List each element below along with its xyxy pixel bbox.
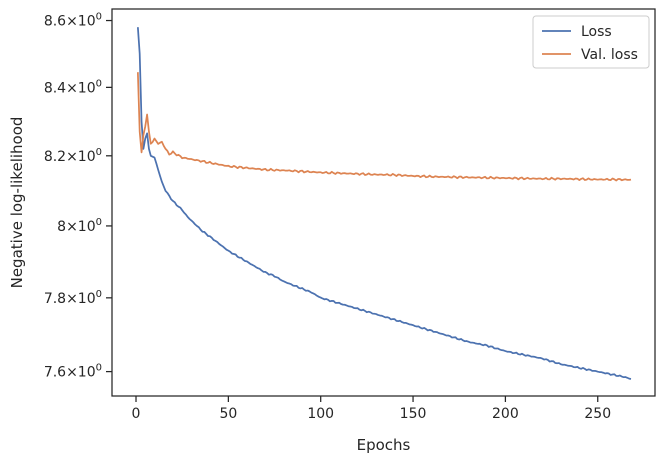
- x-tick-label: 0: [132, 406, 141, 422]
- legend-box: [532, 15, 650, 69]
- plot-area: [111, 8, 656, 397]
- series-layer: [136, 27, 632, 380]
- plot-background: [112, 9, 655, 396]
- x-tick-label: 200: [492, 406, 519, 422]
- x-tick-label: 100: [307, 406, 334, 422]
- y-axis-label: Negative log-likelihood: [8, 117, 26, 289]
- legend-label-val-loss: Val. loss: [581, 47, 638, 63]
- y-tick-label: 8.4×100: [44, 78, 102, 96]
- y-tick-label: 7.6×100: [44, 363, 102, 381]
- x-tick-label: 250: [584, 406, 611, 422]
- x-tick-label: 150: [400, 406, 427, 422]
- x-axis-label: Epochs: [357, 436, 411, 454]
- y-axis: 7.6×100 7.8×100 8×100 8.2×100 8.4×100 8.6×100: [44, 12, 112, 381]
- series-line-val-loss: [136, 72, 632, 182]
- legend-label-loss: Loss: [581, 24, 612, 40]
- series-line-loss: [136, 27, 632, 380]
- y-tick-label: 8.6×100: [44, 12, 102, 30]
- y-tick-label: 8.2×100: [44, 147, 102, 165]
- legend: Loss Val. loss: [532, 15, 650, 69]
- x-tick-label: 50: [219, 406, 237, 422]
- x-axis: 0 50 100 150 200 250: [132, 396, 611, 422]
- plot-frame: [111, 8, 656, 397]
- y-tick-label: 8×100: [57, 217, 102, 235]
- y-tick-label: 7.8×100: [44, 289, 102, 307]
